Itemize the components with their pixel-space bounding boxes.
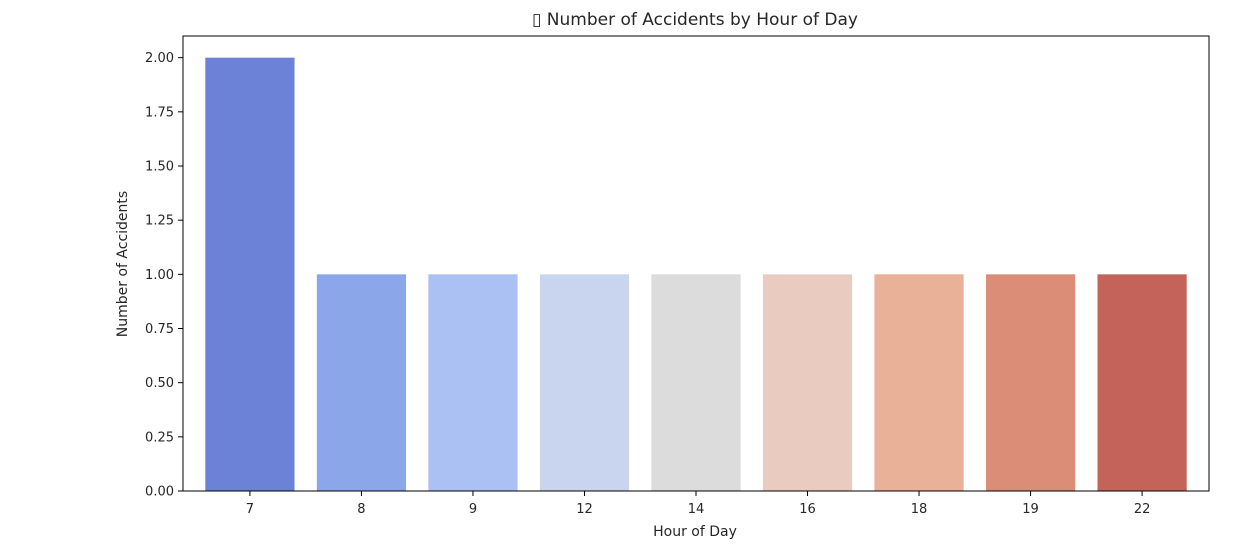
x-tick-label: 9 (469, 502, 477, 517)
chart-title: ▯ Number of Accidents by Hour of Day (532, 10, 858, 30)
bar-hour-12 (539, 274, 630, 491)
bar-hour-9 (428, 274, 518, 491)
x-axis-label: Hour of Day (653, 524, 737, 540)
bar-hour-7 (205, 57, 295, 492)
bars-layer (205, 57, 1187, 492)
bar-hour-14 (651, 274, 741, 491)
y-tick-label: 1.75 (145, 105, 174, 120)
y-tick-label: 0.00 (145, 485, 174, 500)
y-tick-label: 0.50 (145, 376, 174, 391)
bar-hour-22 (1097, 274, 1187, 491)
y-tick-label: 0.25 (145, 430, 174, 445)
bar-hour-16 (762, 274, 853, 491)
x-tick-label: 16 (799, 502, 816, 517)
y-tick-label: 0.75 (145, 322, 174, 337)
bar-hour-19 (985, 274, 1076, 491)
y-axis: 0.00 0.25 0.50 0.75 1.00 1.25 1.50 1.75 2.00 (145, 51, 183, 500)
bar-hour-8 (316, 274, 407, 491)
x-tick-label: 18 (911, 502, 928, 517)
y-tick-label: 1.00 (145, 268, 174, 283)
x-tick-label: 12 (576, 502, 593, 517)
x-tick-label: 14 (688, 502, 705, 517)
x-tick-label: 8 (357, 502, 365, 517)
y-axis-label: Number of Accidents (115, 191, 131, 337)
x-tick-label: 19 (1022, 502, 1039, 517)
y-tick-label: 1.50 (145, 160, 174, 175)
plot-frame (182, 35, 1210, 492)
x-tick-label: 7 (246, 502, 254, 517)
x-tick-label: 22 (1134, 502, 1151, 517)
x-axis: 7 8 9 12 14 16 18 19 22 (246, 491, 1151, 517)
y-tick-label: 1.25 (145, 214, 174, 229)
bar-hour-18 (874, 274, 964, 491)
y-tick-label: 2.00 (145, 51, 174, 66)
